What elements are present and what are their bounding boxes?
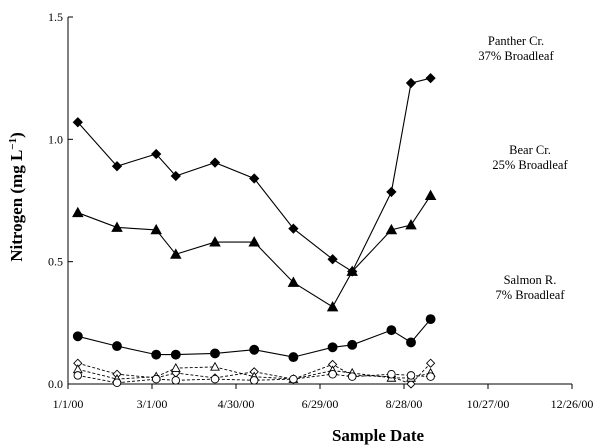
data-point-panther-cr [327, 254, 338, 265]
x-tick-label: 3/1/00 [137, 397, 168, 411]
series-line-panther-cr [77, 77, 431, 273]
x-tick-label: 10/27/00 [467, 397, 510, 411]
data-point-salmon-r [386, 325, 397, 336]
y-tick-label: 0.5 [48, 255, 63, 269]
annotations: Panther Cr.37% Broadleaf Bear Cr.25% Broa… [478, 34, 568, 302]
annotation-salmon-r-line: Salmon R. [504, 273, 557, 287]
data-point-bear-cr [346, 265, 358, 276]
data-point-salmon-r [249, 344, 260, 355]
data-point-salmon-r [406, 337, 416, 348]
data-point-salmon-r-open [426, 372, 435, 381]
data-point-panther-cr-open [425, 358, 436, 368]
x-axis-title: Sample Date [332, 426, 425, 445]
data-point-salmon-r-open [347, 372, 357, 381]
data-point-bear-cr [248, 236, 260, 247]
data-point-bear-cr-open [210, 361, 220, 371]
data-point-panther-cr-open [406, 379, 416, 389]
data-point-salmon-r-open [151, 374, 161, 384]
data-point-panther-cr [288, 223, 299, 234]
data-point-panther-cr [249, 173, 260, 184]
data-point-salmon-r [151, 349, 162, 360]
data-point-bear-cr [209, 236, 221, 247]
annotation-salmon-r-line: 7% Broadleaf [495, 288, 565, 302]
y-axis-title: Nitrogen (mg L−1) [7, 132, 26, 262]
data-point-salmon-r [347, 339, 358, 350]
series-lines [77, 77, 432, 385]
data-point-salmon-r-open [406, 371, 416, 380]
data-point-salmon-r [170, 349, 181, 360]
data-point-bear-cr [170, 248, 182, 259]
data-point-salmon-r [210, 348, 220, 359]
data-point-panther-cr [425, 73, 436, 84]
data-point-bear-cr [326, 301, 339, 312]
series-markers [72, 73, 437, 389]
series-line-bear-cr [77, 195, 432, 308]
data-point-salmon-r-open [210, 374, 220, 384]
y-tick-label: 1.0 [48, 132, 63, 146]
annotation-bear-cr-line: Bear Cr. [509, 143, 551, 157]
data-point-salmon-r-open [112, 378, 122, 388]
data-point-salmon-r [288, 352, 299, 363]
data-point-salmon-r-open [328, 369, 337, 379]
data-point-salmon-r [425, 314, 436, 325]
data-point-salmon-r-open [171, 376, 181, 385]
series-line-salmon-r-open [77, 373, 431, 384]
annotation-panther-cr-line: Panther Cr. [488, 34, 544, 48]
data-point-salmon-r [72, 331, 83, 342]
data-point-salmon-r-open [289, 374, 298, 384]
data-point-salmon-r [327, 342, 338, 353]
data-point-panther-cr [386, 186, 397, 198]
y-axis-title-close: ) [7, 132, 26, 138]
data-point-bear-cr-open [170, 362, 181, 372]
data-point-panther-cr [405, 77, 417, 89]
data-point-bear-cr [385, 223, 398, 235]
annotation-bear-cr-line: 25% Broadleaf [492, 158, 568, 172]
data-point-salmon-r-open [73, 371, 83, 380]
data-point-bear-cr [111, 221, 123, 232]
y-axis-title-sup: −1 [7, 138, 19, 150]
x-tick-label: 1/1/00 [53, 397, 84, 411]
data-point-panther-cr [72, 117, 83, 128]
x-tick-label: 12/26/00 [551, 397, 594, 411]
data-point-bear-cr [287, 276, 300, 287]
data-point-salmon-r-open [387, 369, 396, 379]
data-point-bear-cr [405, 219, 417, 230]
data-point-bear-cr [72, 206, 84, 218]
data-point-panther-cr [209, 157, 221, 168]
y-tick-label: 0.0 [48, 377, 63, 391]
data-point-salmon-r-open [249, 376, 259, 385]
axes: 0.0 0.5 1.0 1.5 1/1/00 3/1/00 4/30/00 6/29/00 8/… [48, 10, 593, 411]
y-tick-label: 1.5 [48, 10, 63, 24]
data-point-bear-cr [150, 223, 162, 235]
data-point-panther-cr [151, 148, 162, 160]
data-point-salmon-r [112, 341, 122, 352]
data-point-panther-cr [111, 161, 123, 172]
x-tick-label: 4/30/00 [218, 397, 255, 411]
data-point-panther-cr [170, 170, 181, 182]
annotation-panther-cr-line: 37% Broadleaf [478, 49, 554, 63]
data-point-bear-cr [424, 189, 437, 201]
x-tick-label: 8/28/00 [386, 397, 423, 411]
y-axis-title-main: Nitrogen (mg L [7, 150, 26, 262]
x-tick-label: 6/29/00 [302, 397, 339, 411]
